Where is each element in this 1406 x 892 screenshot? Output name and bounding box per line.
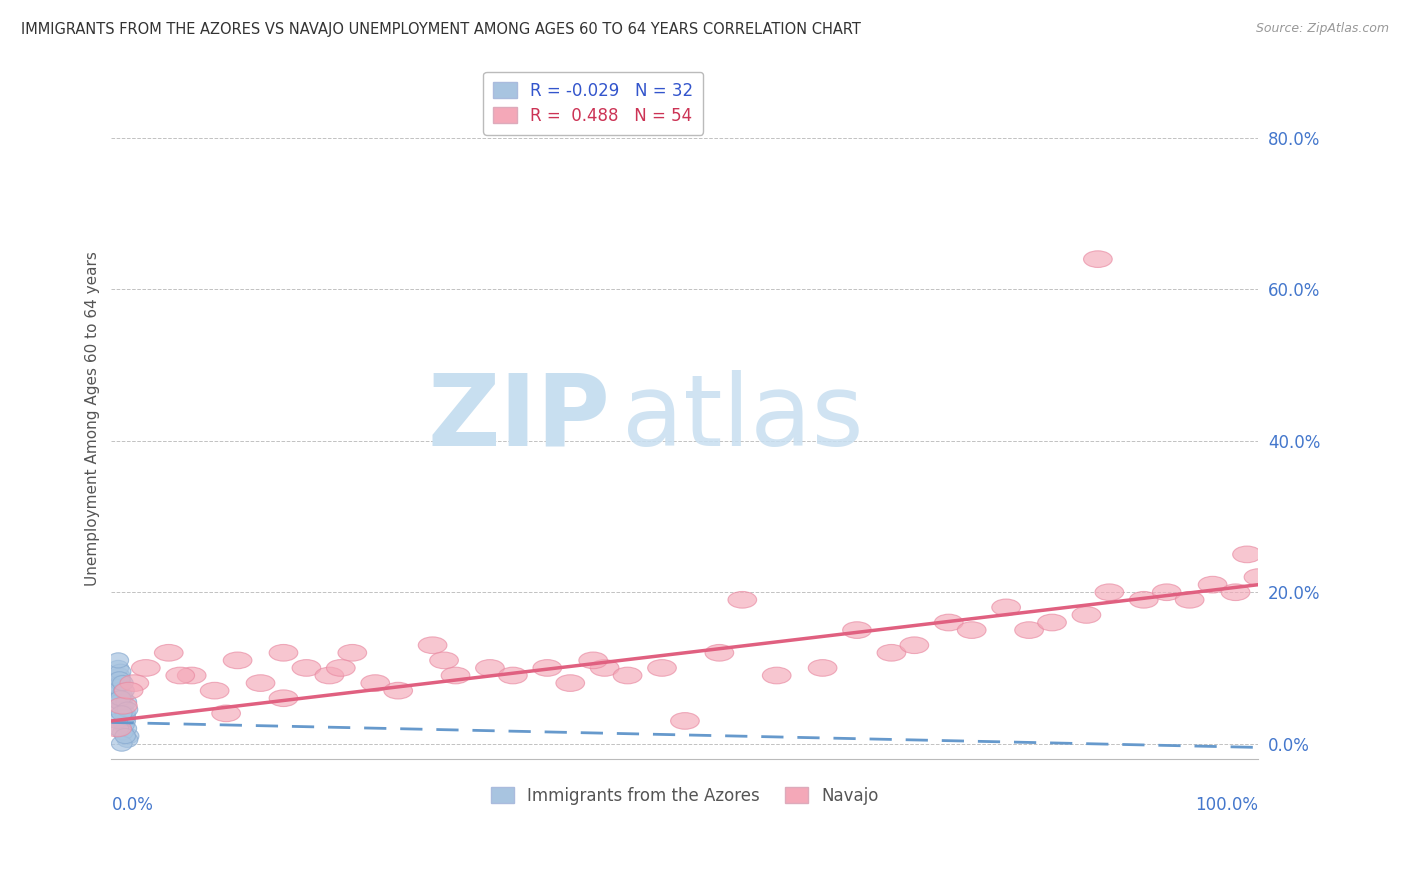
- Ellipse shape: [103, 720, 132, 737]
- Ellipse shape: [808, 659, 837, 676]
- Ellipse shape: [108, 653, 128, 668]
- Ellipse shape: [1095, 584, 1123, 600]
- Ellipse shape: [1175, 591, 1204, 608]
- Ellipse shape: [935, 615, 963, 631]
- Ellipse shape: [117, 732, 138, 747]
- Ellipse shape: [361, 674, 389, 691]
- Ellipse shape: [842, 622, 872, 639]
- Ellipse shape: [877, 644, 905, 661]
- Ellipse shape: [475, 659, 505, 676]
- Ellipse shape: [110, 675, 131, 690]
- Ellipse shape: [115, 706, 135, 721]
- Ellipse shape: [110, 690, 131, 706]
- Ellipse shape: [430, 652, 458, 669]
- Ellipse shape: [1084, 251, 1112, 268]
- Ellipse shape: [1222, 584, 1250, 600]
- Ellipse shape: [957, 622, 986, 639]
- Ellipse shape: [114, 717, 135, 732]
- Ellipse shape: [112, 675, 134, 690]
- Ellipse shape: [1073, 607, 1101, 624]
- Ellipse shape: [1015, 622, 1043, 639]
- Ellipse shape: [728, 591, 756, 608]
- Ellipse shape: [108, 698, 138, 714]
- Text: atlas: atlas: [621, 369, 863, 467]
- Ellipse shape: [107, 714, 128, 729]
- Ellipse shape: [613, 667, 643, 684]
- Ellipse shape: [533, 659, 561, 676]
- Ellipse shape: [224, 652, 252, 669]
- Ellipse shape: [1198, 576, 1227, 593]
- Ellipse shape: [579, 652, 607, 669]
- Ellipse shape: [1244, 569, 1272, 585]
- Ellipse shape: [671, 713, 699, 730]
- Ellipse shape: [1233, 546, 1261, 563]
- Ellipse shape: [1153, 584, 1181, 600]
- Text: IMMIGRANTS FROM THE AZORES VS NAVAJO UNEMPLOYMENT AMONG AGES 60 TO 64 YEARS CORR: IMMIGRANTS FROM THE AZORES VS NAVAJO UNE…: [21, 22, 860, 37]
- Ellipse shape: [212, 705, 240, 722]
- Ellipse shape: [115, 709, 135, 724]
- Ellipse shape: [384, 682, 412, 699]
- Ellipse shape: [418, 637, 447, 654]
- Ellipse shape: [1038, 615, 1066, 631]
- Ellipse shape: [648, 659, 676, 676]
- Ellipse shape: [108, 660, 128, 675]
- Ellipse shape: [115, 729, 135, 744]
- Text: 100.0%: 100.0%: [1195, 797, 1258, 814]
- Ellipse shape: [112, 698, 134, 714]
- Ellipse shape: [114, 683, 135, 698]
- Ellipse shape: [110, 665, 131, 680]
- Ellipse shape: [269, 690, 298, 706]
- Ellipse shape: [155, 644, 183, 661]
- Ellipse shape: [269, 644, 298, 661]
- Ellipse shape: [315, 667, 343, 684]
- Ellipse shape: [108, 721, 128, 736]
- Ellipse shape: [292, 659, 321, 676]
- Ellipse shape: [337, 644, 367, 661]
- Ellipse shape: [110, 668, 129, 683]
- Ellipse shape: [441, 667, 470, 684]
- Ellipse shape: [704, 644, 734, 661]
- Ellipse shape: [110, 672, 129, 687]
- Ellipse shape: [132, 659, 160, 676]
- Ellipse shape: [114, 682, 143, 699]
- Ellipse shape: [107, 702, 128, 717]
- Ellipse shape: [120, 674, 149, 691]
- Ellipse shape: [111, 706, 132, 721]
- Text: ZIP: ZIP: [427, 369, 610, 467]
- Ellipse shape: [115, 714, 135, 729]
- Ellipse shape: [499, 667, 527, 684]
- Legend: Immigrants from the Azores, Navajo: Immigrants from the Azores, Navajo: [484, 780, 886, 812]
- Ellipse shape: [117, 721, 136, 736]
- Ellipse shape: [177, 667, 207, 684]
- Ellipse shape: [246, 674, 274, 691]
- Ellipse shape: [117, 702, 138, 717]
- Ellipse shape: [166, 667, 194, 684]
- Ellipse shape: [111, 736, 132, 751]
- Ellipse shape: [110, 672, 131, 687]
- Ellipse shape: [107, 680, 128, 695]
- Ellipse shape: [110, 695, 129, 709]
- Ellipse shape: [326, 659, 356, 676]
- Ellipse shape: [111, 687, 132, 702]
- Ellipse shape: [112, 690, 134, 706]
- Ellipse shape: [107, 683, 128, 698]
- Ellipse shape: [117, 695, 136, 709]
- Text: Source: ZipAtlas.com: Source: ZipAtlas.com: [1256, 22, 1389, 36]
- Ellipse shape: [555, 674, 585, 691]
- Ellipse shape: [112, 724, 134, 739]
- Ellipse shape: [991, 599, 1021, 615]
- Ellipse shape: [118, 729, 139, 744]
- Ellipse shape: [591, 659, 619, 676]
- Y-axis label: Unemployment Among Ages 60 to 64 years: Unemployment Among Ages 60 to 64 years: [86, 251, 100, 585]
- Ellipse shape: [900, 637, 929, 654]
- Ellipse shape: [200, 682, 229, 699]
- Ellipse shape: [762, 667, 792, 684]
- Ellipse shape: [1129, 591, 1159, 608]
- Text: 0.0%: 0.0%: [111, 797, 153, 814]
